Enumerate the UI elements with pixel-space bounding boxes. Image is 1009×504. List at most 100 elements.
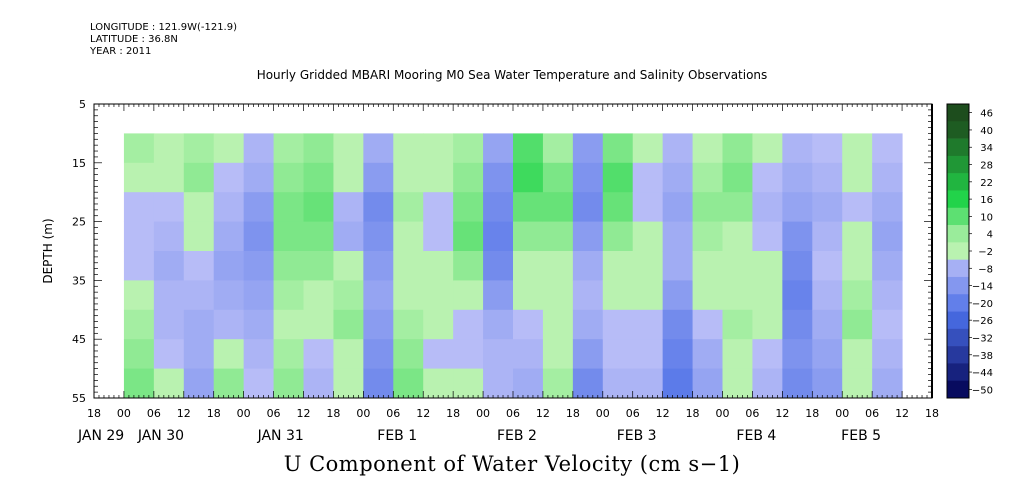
y-tick-label: 5: [79, 98, 86, 111]
x-axis-title: U Component of Water Velocity (cm s−1): [283, 452, 741, 476]
heatmap-cell: [243, 162, 275, 193]
heatmap-cell: [722, 280, 753, 311]
heatmap-cell: [572, 251, 604, 281]
heatmap-cell: [393, 133, 424, 164]
heatmap-cell: [333, 192, 364, 223]
heatmap-cell: [752, 192, 783, 223]
x-hour-label: 00: [835, 407, 849, 420]
heatmap-cell: [183, 192, 215, 223]
heatmap-cell: [542, 309, 574, 340]
heatmap-cell: [513, 280, 544, 311]
heatmap-cell: [842, 221, 873, 252]
heatmap-cell: [872, 309, 903, 340]
heatmap-cell: [183, 133, 215, 164]
heatmap-cell: [632, 221, 664, 252]
heatmap-cell: [213, 251, 245, 281]
y-tick-label: 15: [72, 157, 86, 170]
heatmap-cell: [572, 192, 604, 223]
heatmap-cell: [123, 133, 155, 164]
heatmap-cell: [632, 162, 664, 193]
heatmap-cell: [872, 192, 903, 223]
heatmap-cell: [273, 339, 304, 370]
heatmap-cell: [423, 251, 454, 281]
heatmap-cell: [123, 162, 155, 193]
heatmap-cell: [363, 309, 394, 340]
heatmap-cell: [812, 133, 843, 164]
heatmap-cell: [483, 309, 514, 340]
heatmap-cell: [183, 309, 215, 340]
heatmap-cell: [812, 280, 843, 311]
heatmap-cell: [333, 162, 364, 193]
heatmap-cell: [722, 162, 753, 193]
heatmap-cell: [453, 368, 484, 399]
heatmap-cell: [153, 221, 185, 252]
heatmap-cell: [542, 368, 574, 399]
heatmap-cell: [303, 162, 334, 193]
heatmap-cell: [542, 280, 574, 311]
x-day-label: JAN 31: [257, 428, 304, 444]
heatmap-cell: [243, 368, 275, 399]
heatmap-cell: [453, 251, 484, 281]
heatmap-cell: [662, 221, 694, 252]
colorbar-label: 22: [980, 178, 993, 189]
heatmap-cell: [752, 162, 783, 193]
heatmap-cell: [752, 339, 783, 370]
heatmap-cell: [273, 133, 304, 164]
heatmap-cell: [213, 339, 245, 370]
heatmap-cell: [782, 221, 813, 252]
colorbar-swatch: [947, 328, 969, 347]
x-day-label: FEB 4: [736, 428, 776, 444]
colorbar-swatch: [947, 380, 969, 399]
heatmap-cell: [872, 133, 903, 164]
heatmap-cell: [423, 368, 454, 399]
heatmap-cell: [632, 309, 664, 340]
x-hour-label: 06: [386, 407, 400, 420]
heatmap-cell: [752, 368, 783, 399]
x-day-label: FEB 2: [497, 428, 537, 444]
heatmap-cell: [303, 280, 334, 311]
heatmap-cell: [812, 192, 843, 223]
heatmap-cell: [602, 192, 634, 223]
colorbar-swatch: [947, 207, 969, 226]
heatmap-cell: [662, 251, 694, 281]
x-hour-label: 06: [626, 407, 640, 420]
heatmap-cell: [513, 192, 544, 223]
heatmap-cell: [273, 251, 304, 281]
colorbar: 46 40 34 28 22 16 10 4 −2 −8 −14 −20 −26 −32 −38 −44 −50: [946, 103, 993, 399]
heatmap-cell: [483, 162, 514, 193]
heatmap-cell: [393, 221, 424, 252]
heatmap-cell: [303, 133, 334, 164]
heatmap-cell: [333, 280, 364, 311]
colorbar-swatch: [947, 242, 969, 260]
heatmap-cell: [513, 339, 544, 370]
colorbar-swatch: [947, 311, 969, 330]
heatmap-cell: [692, 162, 723, 193]
heatmap-cell: [572, 309, 604, 340]
heatmap-cell: [483, 221, 514, 252]
colorbar-label: −44: [972, 368, 993, 379]
colorbar-label: 34: [980, 143, 993, 154]
heatmap-cell: [333, 133, 364, 164]
heatmap-cell: [183, 280, 215, 311]
heatmap-cell: [722, 251, 753, 281]
x-day-label: FEB 3: [617, 428, 657, 444]
colorbar-swatch: [947, 294, 969, 312]
heatmap-cell: [662, 280, 694, 311]
colorbar-label: 4: [987, 230, 993, 241]
heatmap-cell: [872, 368, 903, 399]
x-hour-label: 00: [716, 407, 730, 420]
heatmap-cell: [572, 280, 604, 311]
heatmap-cell: [393, 309, 424, 340]
y-tick-label: 25: [72, 216, 86, 229]
colorbar-label: −2: [978, 247, 993, 258]
heatmap-cell: [213, 162, 245, 193]
heatmap-cell: [333, 221, 364, 252]
colorbar-swatch: [947, 190, 969, 209]
heatmap-cell: [393, 251, 424, 281]
heatmap-cell: [513, 133, 544, 164]
heatmap-cell: [273, 368, 304, 399]
colorbar-label: 46: [980, 109, 993, 120]
heatmap-cell: [542, 192, 574, 223]
x-hour-label: 00: [596, 407, 610, 420]
